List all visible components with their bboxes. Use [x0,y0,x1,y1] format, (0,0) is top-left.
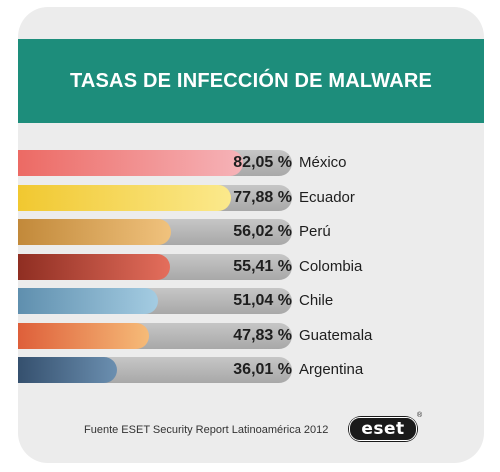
infographic-card: TASAS DE INFECCIÓN DE MALWARE 82,05 % Méx… [18,7,484,463]
category-label: Chile [299,292,334,309]
bar-value-label: 77,88 % [233,188,292,206]
category-label: Guatemala [299,326,373,344]
title-banner: TASAS DE INFECCIÓN DE MALWARE [18,39,484,123]
bar-value-label: 56,02 % [233,223,292,240]
bar-track [18,322,292,349]
category-label: Colombia [299,257,363,275]
bar [18,219,171,245]
bar-row: 36,01 % Argentina [18,357,484,383]
bar-row: 47,83 % Guatemala [18,322,484,349]
bar-value-label: 82,05 % [233,154,292,171]
bar-track [18,219,292,245]
bar-row: 82,05 % México [18,150,484,176]
bar-row: 55,41 % Colombia [18,253,484,280]
source-caption: Fuente ESET Security Report Latinoaméric… [84,424,329,436]
bar-track [18,357,292,383]
category-label: Ecuador [299,188,355,206]
bar [18,357,117,383]
category-label: México [299,154,347,171]
bar-row: 77,88 % Ecuador [18,184,484,211]
bar [18,322,149,349]
bar-value-label: 51,04 % [233,292,292,309]
chart-title: TASAS DE INFECCIÓN DE MALWARE [69,69,433,92]
bar-value-label: 47,83 % [233,326,292,344]
bar-track [18,150,292,176]
eset-logo: eset [348,416,418,442]
bar-value-label: 36,01 % [233,361,292,378]
category-label: Argentina [299,361,364,378]
registered-mark: ® [417,412,423,419]
bar-value-label: 55,41 % [233,257,292,275]
bar [18,253,170,280]
bar-row: 56,02 % Perú [18,219,484,245]
logo-wordmark: eset [361,419,405,439]
bar [18,288,158,314]
bar [18,184,231,211]
bar [18,150,243,176]
category-label: Perú [299,223,331,240]
bar-track [18,253,292,280]
bar-track [18,288,292,314]
bar-track [18,184,292,211]
bar-row: 51,04 % Chile [18,288,484,314]
